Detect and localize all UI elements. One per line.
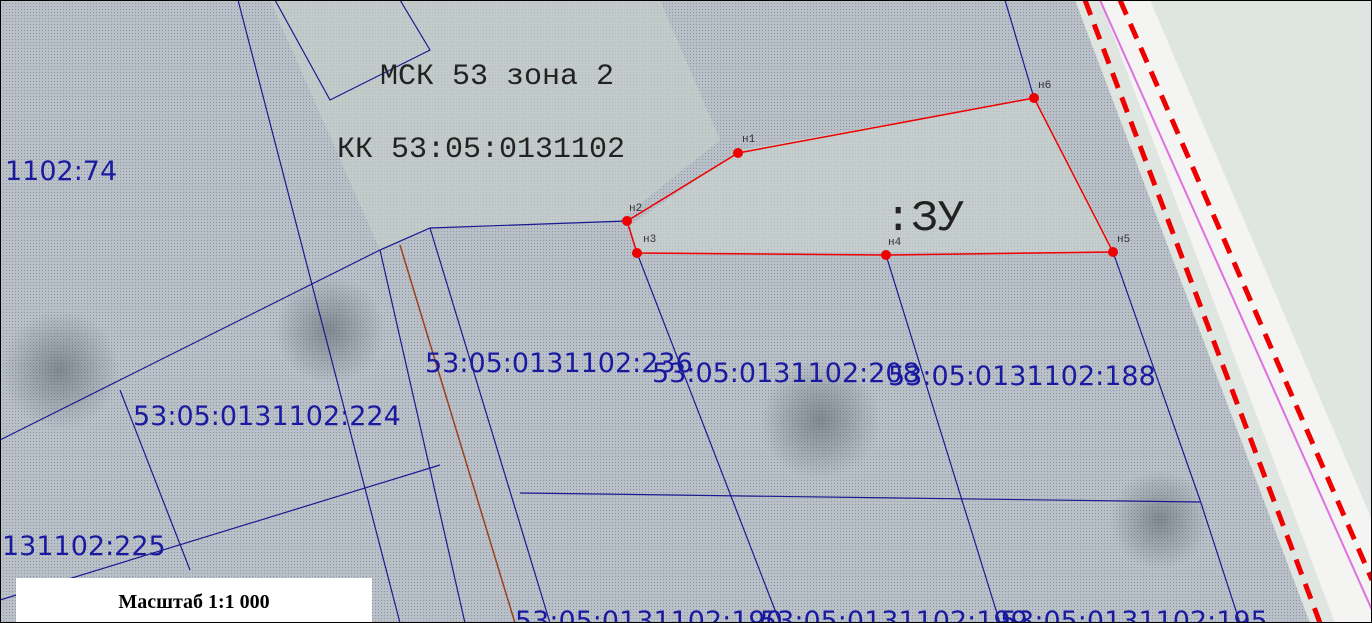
point-label: н2 [629, 203, 642, 215]
scale-label: Масштаб 1:1 000 [118, 591, 269, 613]
parcel-label: 53:05:0131102:188 [888, 361, 1156, 392]
parcel-label: 53:05:0131102:208 [652, 358, 920, 389]
point-label: н5 [1117, 234, 1130, 246]
point-label: н1 [742, 134, 756, 146]
map: н1 н2 н3 н4 н5 н6 МСК 53 зона 2 КК 53:05… [0, 0, 1372, 623]
shadow [275, 275, 385, 385]
parcel-label: 53:05:0131102:190 [515, 606, 783, 623]
parcel-label: 131102:225 [2, 531, 166, 562]
parcel-label: 53:05:0131102:199 [760, 606, 1028, 623]
point-label: н6 [1038, 80, 1051, 92]
quarter-label: КК 53:05:0131102 [337, 133, 625, 167]
point-label: н3 [643, 234, 656, 246]
new-parcel-label: :ЗУ [885, 194, 964, 244]
parcel-label: 1102:74 [5, 156, 117, 187]
shadow [0, 310, 120, 430]
parcel-label: 53:05:0131102:224 [133, 401, 401, 432]
crs-label: МСК 53 зона 2 [380, 60, 614, 94]
parcel-label: 53:05:0131102:195 [1000, 606, 1268, 623]
